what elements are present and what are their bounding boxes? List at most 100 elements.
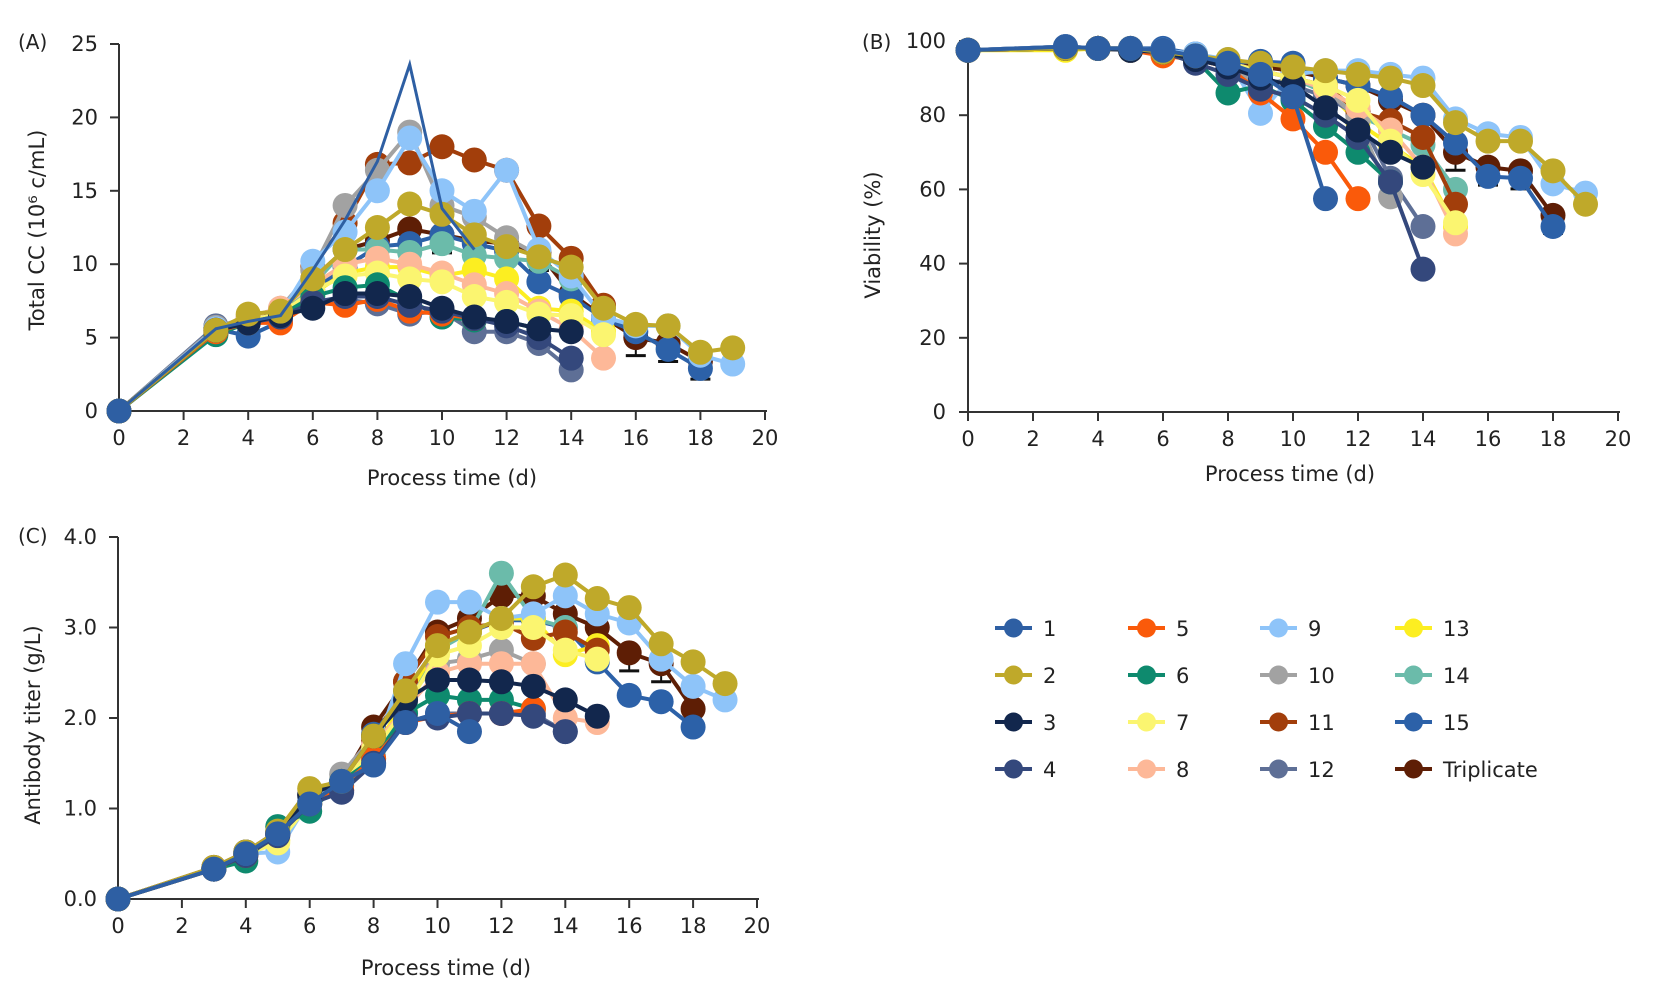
legend-item-5: 5 <box>1128 617 1189 641</box>
data-point <box>488 560 514 586</box>
legend-marker-swatch <box>1269 618 1288 638</box>
data-point <box>1508 165 1533 191</box>
data-point <box>393 651 419 677</box>
data-point <box>655 313 681 339</box>
chart-panel-a: (A) Total CC (10⁶ c/mL) Process time (d)… <box>18 30 778 490</box>
data-point <box>526 316 552 342</box>
legend-marker-swatch <box>1269 665 1288 685</box>
x-tick-label: 20 <box>752 426 779 450</box>
data-point <box>1215 50 1241 76</box>
x-tick-label: 0 <box>961 427 974 451</box>
legend-item-1: 1 <box>995 617 1056 641</box>
data-point <box>1345 117 1371 143</box>
data-point <box>680 714 706 740</box>
data-point <box>1085 35 1111 61</box>
y-tick-label: 0.0 <box>64 887 97 911</box>
data-point <box>1410 124 1436 150</box>
legend-item-7: 7 <box>1128 711 1189 735</box>
series-9-b <box>955 34 1598 206</box>
data-point <box>361 752 387 778</box>
data-point <box>584 646 610 672</box>
legend-marker-swatch <box>1404 665 1423 685</box>
x-tick-label: 2 <box>177 426 190 450</box>
data-point <box>425 633 450 659</box>
legend-marker-swatch <box>1404 759 1423 779</box>
legend-item-15: 15 <box>1395 711 1470 735</box>
data-point <box>494 308 520 334</box>
data-point <box>265 821 291 847</box>
legend-item-10: 10 <box>1260 664 1335 688</box>
x-tick-label: 8 <box>1221 427 1234 451</box>
data-point <box>300 266 326 292</box>
y-tick-label: 0 <box>933 400 946 424</box>
legend-label: 3 <box>1043 711 1056 735</box>
data-point <box>397 191 423 217</box>
data-point <box>364 178 390 204</box>
data-point <box>1378 139 1403 165</box>
data-point <box>1540 158 1566 184</box>
legend-label: 13 <box>1443 617 1470 641</box>
data-point <box>494 289 520 315</box>
data-point <box>488 700 514 726</box>
legend-marker-swatch <box>1137 712 1156 732</box>
data-point <box>558 319 584 345</box>
data-point <box>329 768 355 794</box>
legend-marker-swatch <box>1137 618 1156 638</box>
data-point <box>1280 54 1306 80</box>
x-tick-label: 8 <box>371 426 384 450</box>
data-point <box>552 637 578 663</box>
x-tick-label: 14 <box>552 914 579 938</box>
data-point <box>364 157 390 183</box>
x-tick-label: 16 <box>622 426 649 450</box>
x-tick-label: 4 <box>242 426 255 450</box>
data-point <box>552 687 578 713</box>
x-tick-label: 0 <box>112 426 125 450</box>
x-tick-label: 14 <box>1410 427 1437 451</box>
data-point <box>1378 84 1403 110</box>
data-point <box>552 619 578 645</box>
data-point <box>332 281 358 307</box>
data-point <box>456 719 482 745</box>
data-point <box>488 583 514 609</box>
y-axis-title-b: Viability (%) <box>861 171 885 298</box>
x-tick-label: 6 <box>303 914 316 938</box>
data-point <box>494 157 520 183</box>
data-point <box>1313 95 1338 121</box>
legend-item-9: 9 <box>1260 617 1321 641</box>
data-point <box>1280 84 1306 110</box>
data-point <box>456 619 482 645</box>
data-point <box>488 651 514 677</box>
data-point <box>1313 58 1338 84</box>
x-tick-label: 0 <box>111 914 124 938</box>
panel-label-c: (C) <box>18 524 48 548</box>
data-point <box>623 311 649 337</box>
x-tick-label: 10 <box>1280 427 1307 451</box>
x-tick-label: 12 <box>493 426 520 450</box>
legend-item-8: 8 <box>1128 758 1189 782</box>
data-point <box>1053 34 1078 60</box>
legend-label: 10 <box>1308 664 1335 688</box>
x-tick-label: 16 <box>1475 427 1502 451</box>
x-tick-label: 8 <box>367 914 380 938</box>
y-tick-label: 0 <box>85 399 98 423</box>
data-point <box>361 723 387 749</box>
x-tick-label: 16 <box>616 914 643 938</box>
data-point <box>456 700 482 726</box>
data-point <box>1475 128 1501 154</box>
data-point <box>364 215 390 240</box>
data-point <box>397 150 423 176</box>
data-point <box>1443 130 1468 156</box>
series-2-c <box>105 562 738 912</box>
data-point <box>955 37 981 63</box>
data-point <box>616 640 642 666</box>
legend-marker-swatch <box>1404 618 1423 638</box>
x-axis-title-c: Process time (d) <box>361 956 531 980</box>
data-point <box>1313 139 1338 165</box>
data-point <box>591 345 616 371</box>
x-tick-label: 14 <box>558 426 585 450</box>
data-point <box>680 649 706 675</box>
legend-marker-swatch <box>1004 759 1023 779</box>
data-point <box>461 304 487 330</box>
data-point <box>680 673 706 699</box>
